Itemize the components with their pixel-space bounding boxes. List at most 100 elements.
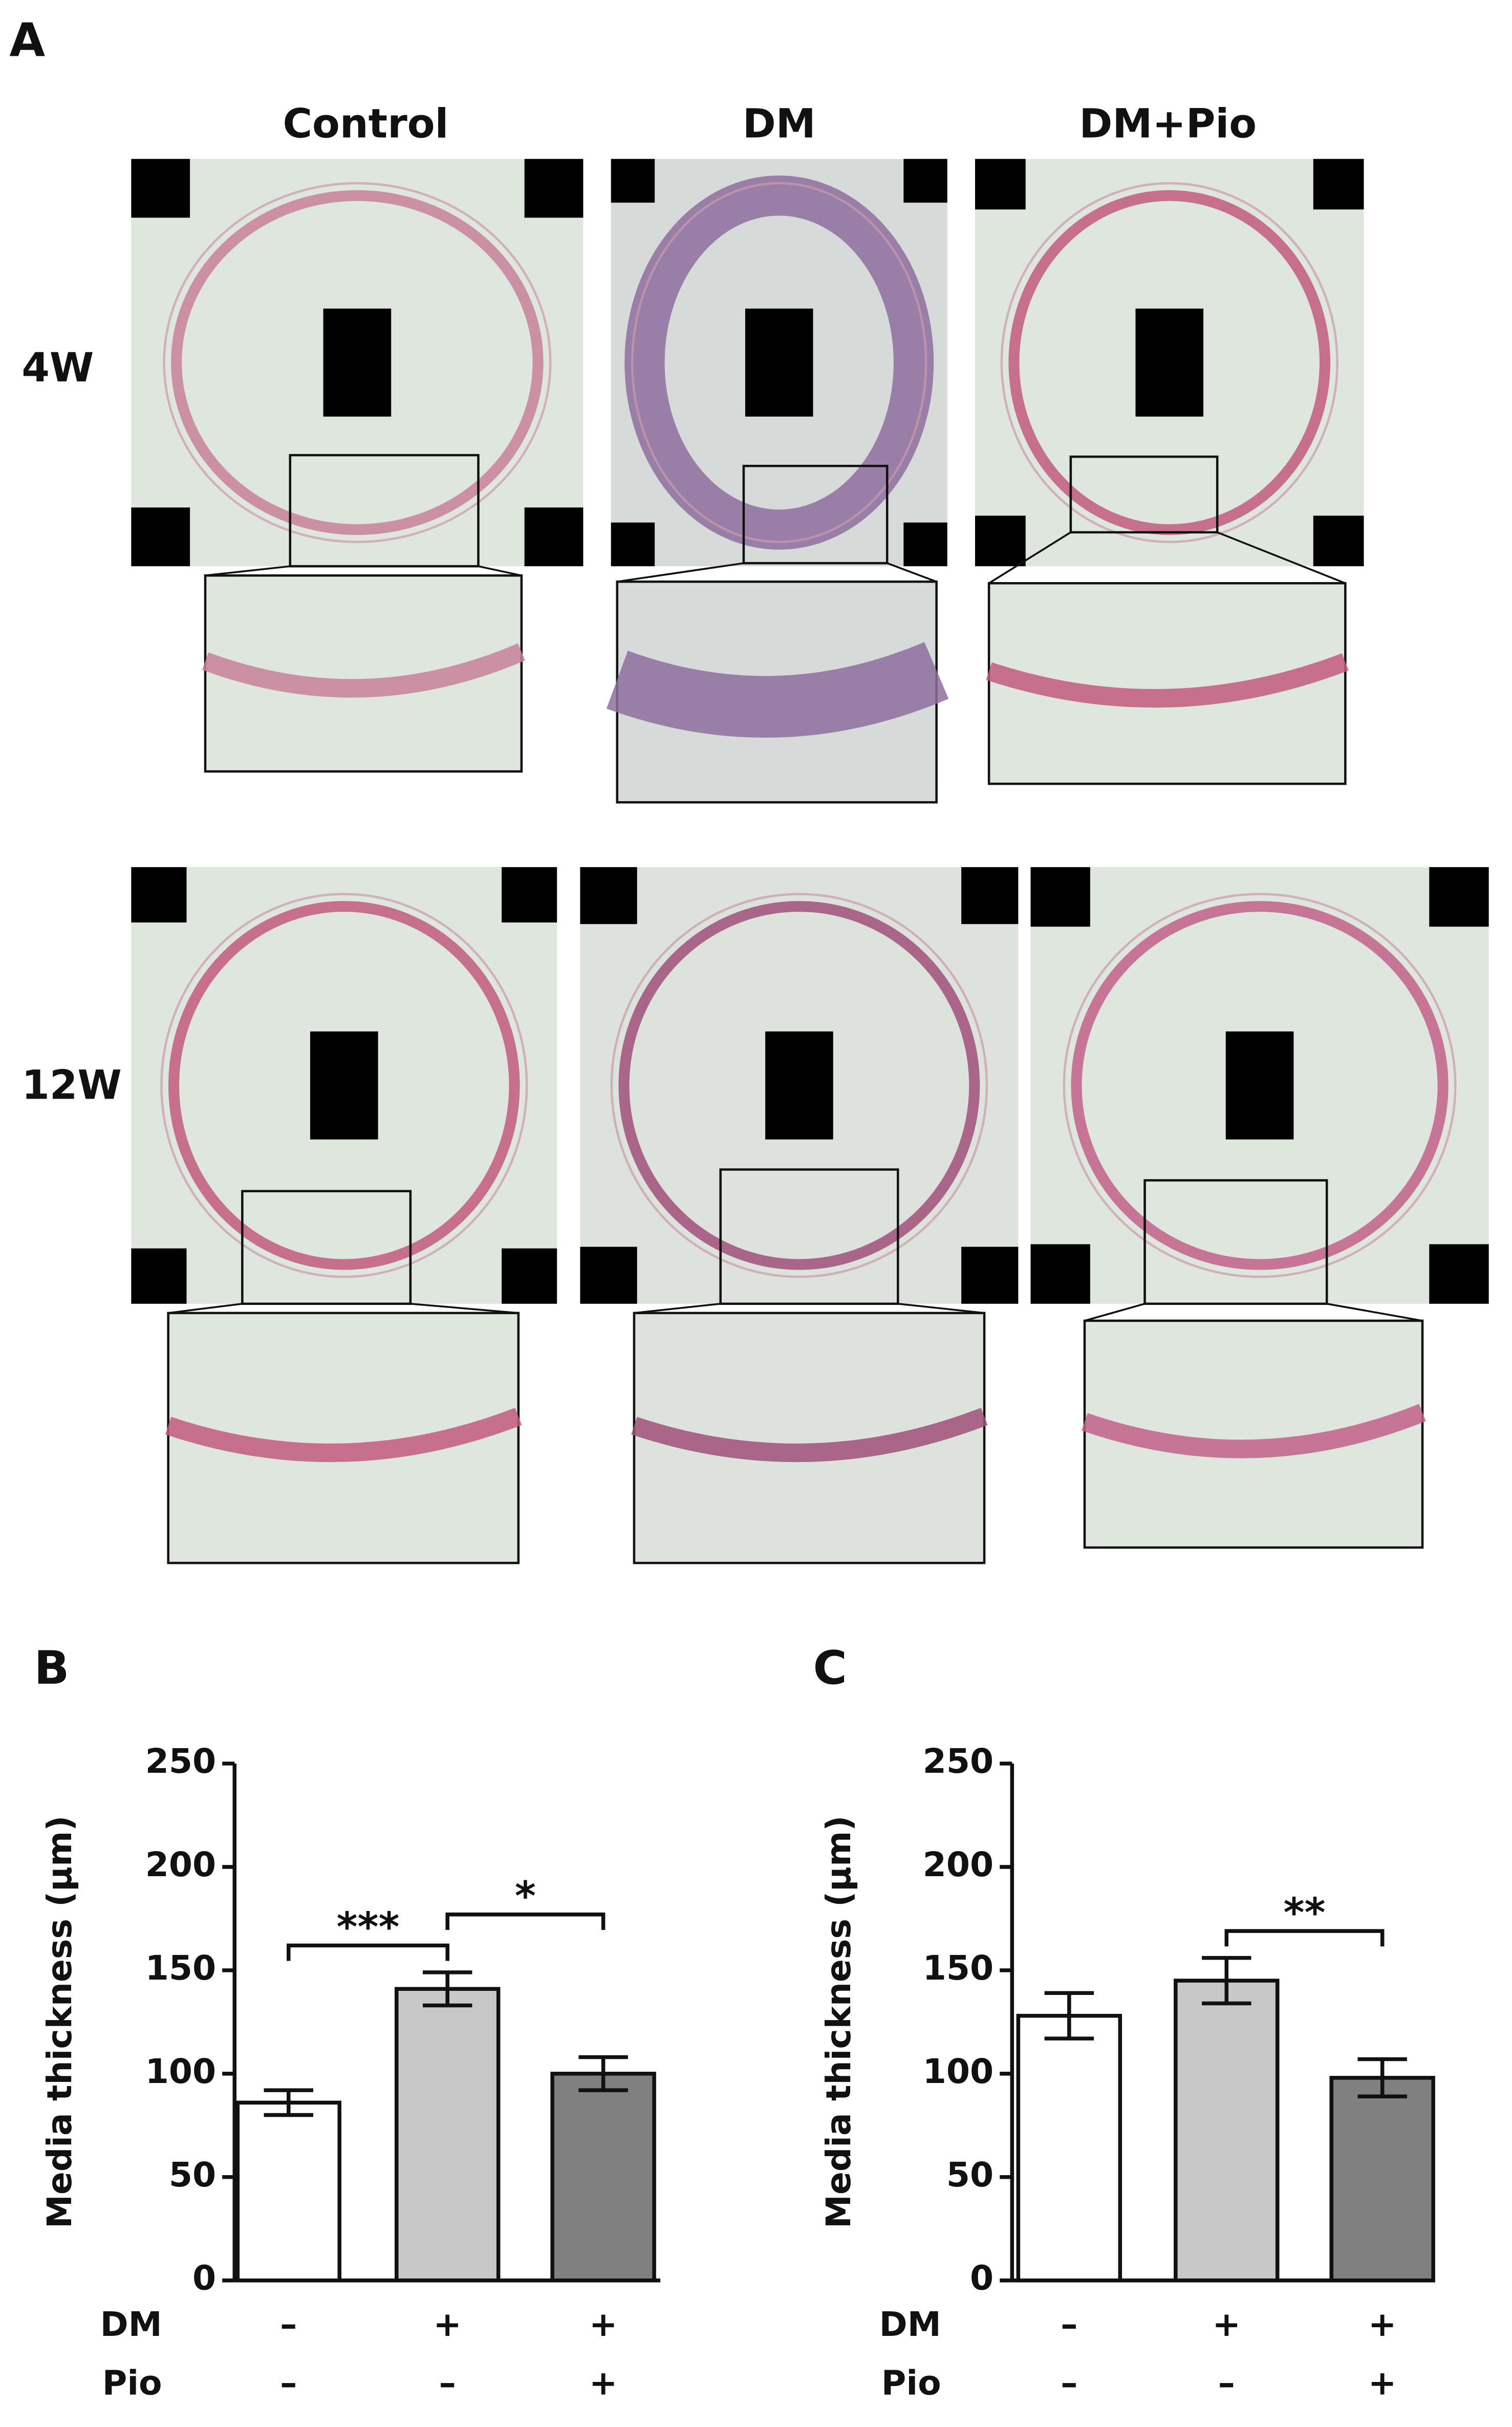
- bar: [1329, 2076, 1435, 2283]
- vessel-adventitia: [1063, 893, 1457, 1278]
- condition-name: DM: [100, 2304, 162, 2344]
- condition-mark: –: [280, 2363, 297, 2403]
- y-tick-label: 50: [946, 2155, 993, 2195]
- zoom-vessel-wall: [165, 1407, 522, 1463]
- lumen-mask: [1225, 1031, 1294, 1140]
- y-tick-label: 200: [923, 1844, 993, 1884]
- mask-corner: [502, 867, 557, 923]
- inset-box: [1143, 1179, 1328, 1305]
- inset-connector: [168, 1303, 243, 1314]
- y-tick-label: 200: [145, 1844, 216, 1884]
- y-axis-label: Media thickness (µm): [39, 1816, 79, 2229]
- inset-connector: [887, 562, 937, 583]
- lumen-mask: [1135, 308, 1204, 417]
- zoom-vessel-wall: [631, 1407, 988, 1463]
- row-label: 4W: [21, 345, 94, 391]
- mask-corner: [580, 1247, 637, 1304]
- column-header: DM: [743, 101, 816, 147]
- lumen-mask: [310, 1031, 378, 1140]
- condition-mark: –: [1061, 2363, 1077, 2403]
- significance-bracket: [286, 1943, 449, 1961]
- y-tick-label: 0: [970, 2258, 993, 2298]
- condition-mark: +: [589, 2304, 618, 2344]
- inset-connector: [1217, 531, 1346, 584]
- inset-box: [1069, 455, 1219, 534]
- inset-box: [719, 1168, 899, 1305]
- condition-mark: +: [433, 2304, 462, 2344]
- inset-box: [289, 454, 480, 568]
- inset-connector: [1084, 1303, 1146, 1322]
- mask-corner: [580, 867, 637, 925]
- bar: [394, 1987, 501, 2283]
- inset-connector: [617, 562, 744, 583]
- condition-mark: –: [1061, 2304, 1077, 2344]
- y-tick-label: 150: [923, 1948, 993, 1988]
- y-tick-label: 100: [923, 2051, 993, 2091]
- bar: [550, 2072, 656, 2283]
- zoom-vessel-wall: [606, 642, 949, 738]
- significance-label: ***: [337, 1904, 400, 1951]
- significance-bracket: [1224, 1929, 1385, 1947]
- mask-corner: [611, 159, 655, 203]
- condition-name: Pio: [881, 2363, 941, 2403]
- mask-corner: [131, 1248, 187, 1304]
- y-tick-label: 50: [169, 2155, 216, 2195]
- mask-corner: [131, 159, 190, 218]
- mask-corner: [131, 507, 190, 567]
- mask-corner: [903, 522, 947, 567]
- condition-mark: +: [1368, 2304, 1397, 2344]
- mask-corner: [502, 1248, 557, 1304]
- zoom-vessel-wall: [986, 653, 1349, 708]
- mask-corner: [975, 516, 1026, 567]
- condition-mark: +: [1212, 2304, 1241, 2344]
- vessel-wall: [168, 901, 520, 1270]
- condition-mark: –: [439, 2363, 456, 2403]
- inset-connector: [634, 1303, 721, 1314]
- y-tick-label: 100: [145, 2051, 216, 2091]
- condition-name: DM: [879, 2304, 941, 2344]
- significance-bracket: [445, 1913, 606, 1930]
- mask-corner: [903, 159, 947, 203]
- mask-corner: [1030, 1244, 1090, 1304]
- mask-corner: [131, 867, 187, 923]
- mask-corner: [1429, 1244, 1489, 1304]
- inset-connector: [205, 565, 290, 577]
- y-tick-label: 250: [145, 1741, 216, 1781]
- mask-corner: [1313, 516, 1364, 567]
- vessel-adventitia: [160, 893, 528, 1278]
- panel-label: A: [9, 13, 45, 67]
- bar: [235, 2100, 341, 2283]
- mask-corner: [961, 1247, 1019, 1304]
- mask-corner: [961, 867, 1019, 925]
- panel-label: C: [813, 1641, 847, 1695]
- mask-corner: [1030, 867, 1090, 927]
- column-header: Control: [283, 101, 449, 147]
- mask-corner: [524, 507, 584, 567]
- inset-box: [742, 464, 889, 565]
- lumen-mask: [765, 1031, 833, 1140]
- condition-mark: +: [589, 2363, 618, 2403]
- vessel-wall: [618, 901, 980, 1270]
- vessel-wall: [1008, 190, 1331, 535]
- vessel-wall: [1071, 901, 1449, 1270]
- inset-connector: [1326, 1303, 1423, 1322]
- mask-corner: [1429, 867, 1489, 927]
- lumen-mask: [745, 308, 813, 417]
- mask-corner: [975, 159, 1026, 210]
- column-header: DM+Pio: [1079, 101, 1257, 147]
- vessel-adventitia: [163, 182, 552, 543]
- significance-label: *: [515, 1873, 536, 1920]
- panel-label: B: [34, 1641, 69, 1695]
- y-tick-label: 250: [923, 1741, 993, 1781]
- inset-connector: [898, 1303, 985, 1314]
- bar: [1016, 2013, 1122, 2283]
- condition-name: Pio: [102, 2363, 162, 2403]
- y-tick-label: 150: [145, 1948, 216, 1988]
- mask-corner: [611, 522, 655, 567]
- condition-mark: –: [280, 2304, 297, 2344]
- inset-connector: [410, 1303, 519, 1314]
- y-tick-label: 0: [192, 2258, 216, 2298]
- row-label: 12W: [21, 1062, 121, 1108]
- mask-corner: [524, 159, 584, 218]
